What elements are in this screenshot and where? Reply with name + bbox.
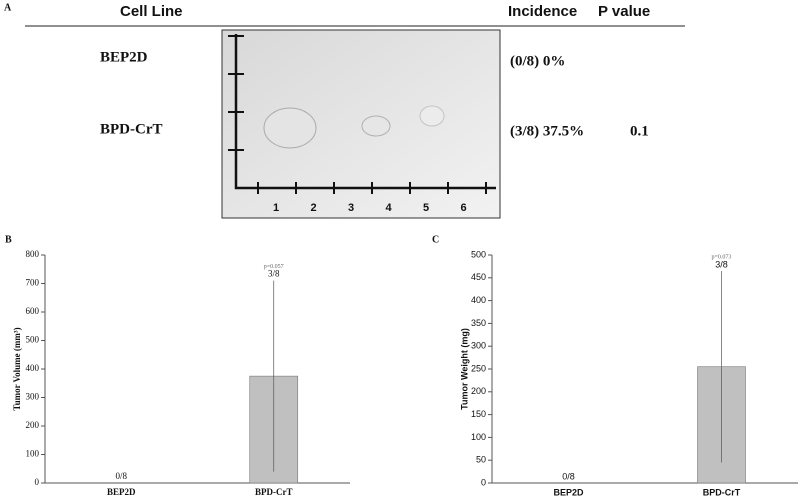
y-tick-label: 150: [471, 409, 486, 419]
y-tick-label: 400: [471, 295, 486, 305]
ruler-label: 3: [348, 202, 354, 214]
y-tick-label: 100: [26, 449, 40, 459]
table-cell: (0/8) 0%: [510, 53, 565, 69]
tumor-photo: [221, 29, 501, 219]
table-header: Cell Line: [120, 3, 183, 20]
x-tick-label: BEP2D: [553, 487, 584, 497]
y-tick-label: 350: [471, 318, 486, 328]
ruler-label: 1: [273, 202, 279, 214]
ruler-label: 5: [423, 202, 429, 214]
incidence-label: 0/8: [115, 471, 127, 481]
table-cell: 0.1: [630, 123, 649, 139]
incidence-label: 3/8: [715, 259, 728, 269]
panel-label: C: [432, 234, 439, 245]
ruler-label: 6: [460, 202, 466, 214]
table-cell: BEP2D: [100, 49, 148, 65]
y-tick-label: 0: [35, 477, 40, 487]
table-cell: BPD-CrT: [100, 121, 163, 137]
y-tick-label: 500: [26, 335, 40, 345]
y-tick-label: 450: [471, 272, 486, 282]
p-value-label: p=0.073: [712, 254, 732, 260]
panel-label: B: [5, 234, 12, 245]
p-value-label: p=0.057: [264, 264, 284, 270]
ruler-label: 2: [310, 202, 316, 214]
table-header: Incidence: [508, 3, 577, 20]
y-tick-label: 400: [26, 363, 40, 373]
y-tick-label: 300: [26, 392, 40, 402]
y-tick-label: 800: [26, 249, 40, 259]
y-tick-label: 700: [26, 278, 40, 288]
table-header: P value: [598, 3, 650, 20]
y-tick-label: 50: [476, 455, 486, 465]
y-tick-label: 500: [471, 249, 486, 259]
incidence-label: 0/8: [562, 471, 575, 481]
y-tick-label: 200: [471, 386, 486, 396]
y-axis-label: Tumor Weight (mg): [459, 328, 469, 410]
x-tick-label: BPD-CrT: [255, 487, 293, 497]
table-cell: (3/8) 37.5%: [510, 123, 584, 139]
x-tick-label: BPD-CrT: [703, 487, 741, 497]
y-tick-label: 200: [26, 420, 40, 430]
x-tick-label: BEP2D: [107, 487, 136, 497]
panel-label: A: [4, 2, 12, 13]
y-tick-label: 600: [26, 306, 40, 316]
y-tick-label: 250: [471, 363, 486, 373]
y-tick-label: 0: [481, 477, 486, 487]
y-axis-label: Tumor Volume (mm³): [12, 327, 22, 410]
y-tick-label: 100: [471, 432, 486, 442]
incidence-label: 3/8: [268, 269, 280, 279]
ruler-label: 4: [385, 202, 392, 214]
y-tick-label: 300: [471, 341, 486, 351]
